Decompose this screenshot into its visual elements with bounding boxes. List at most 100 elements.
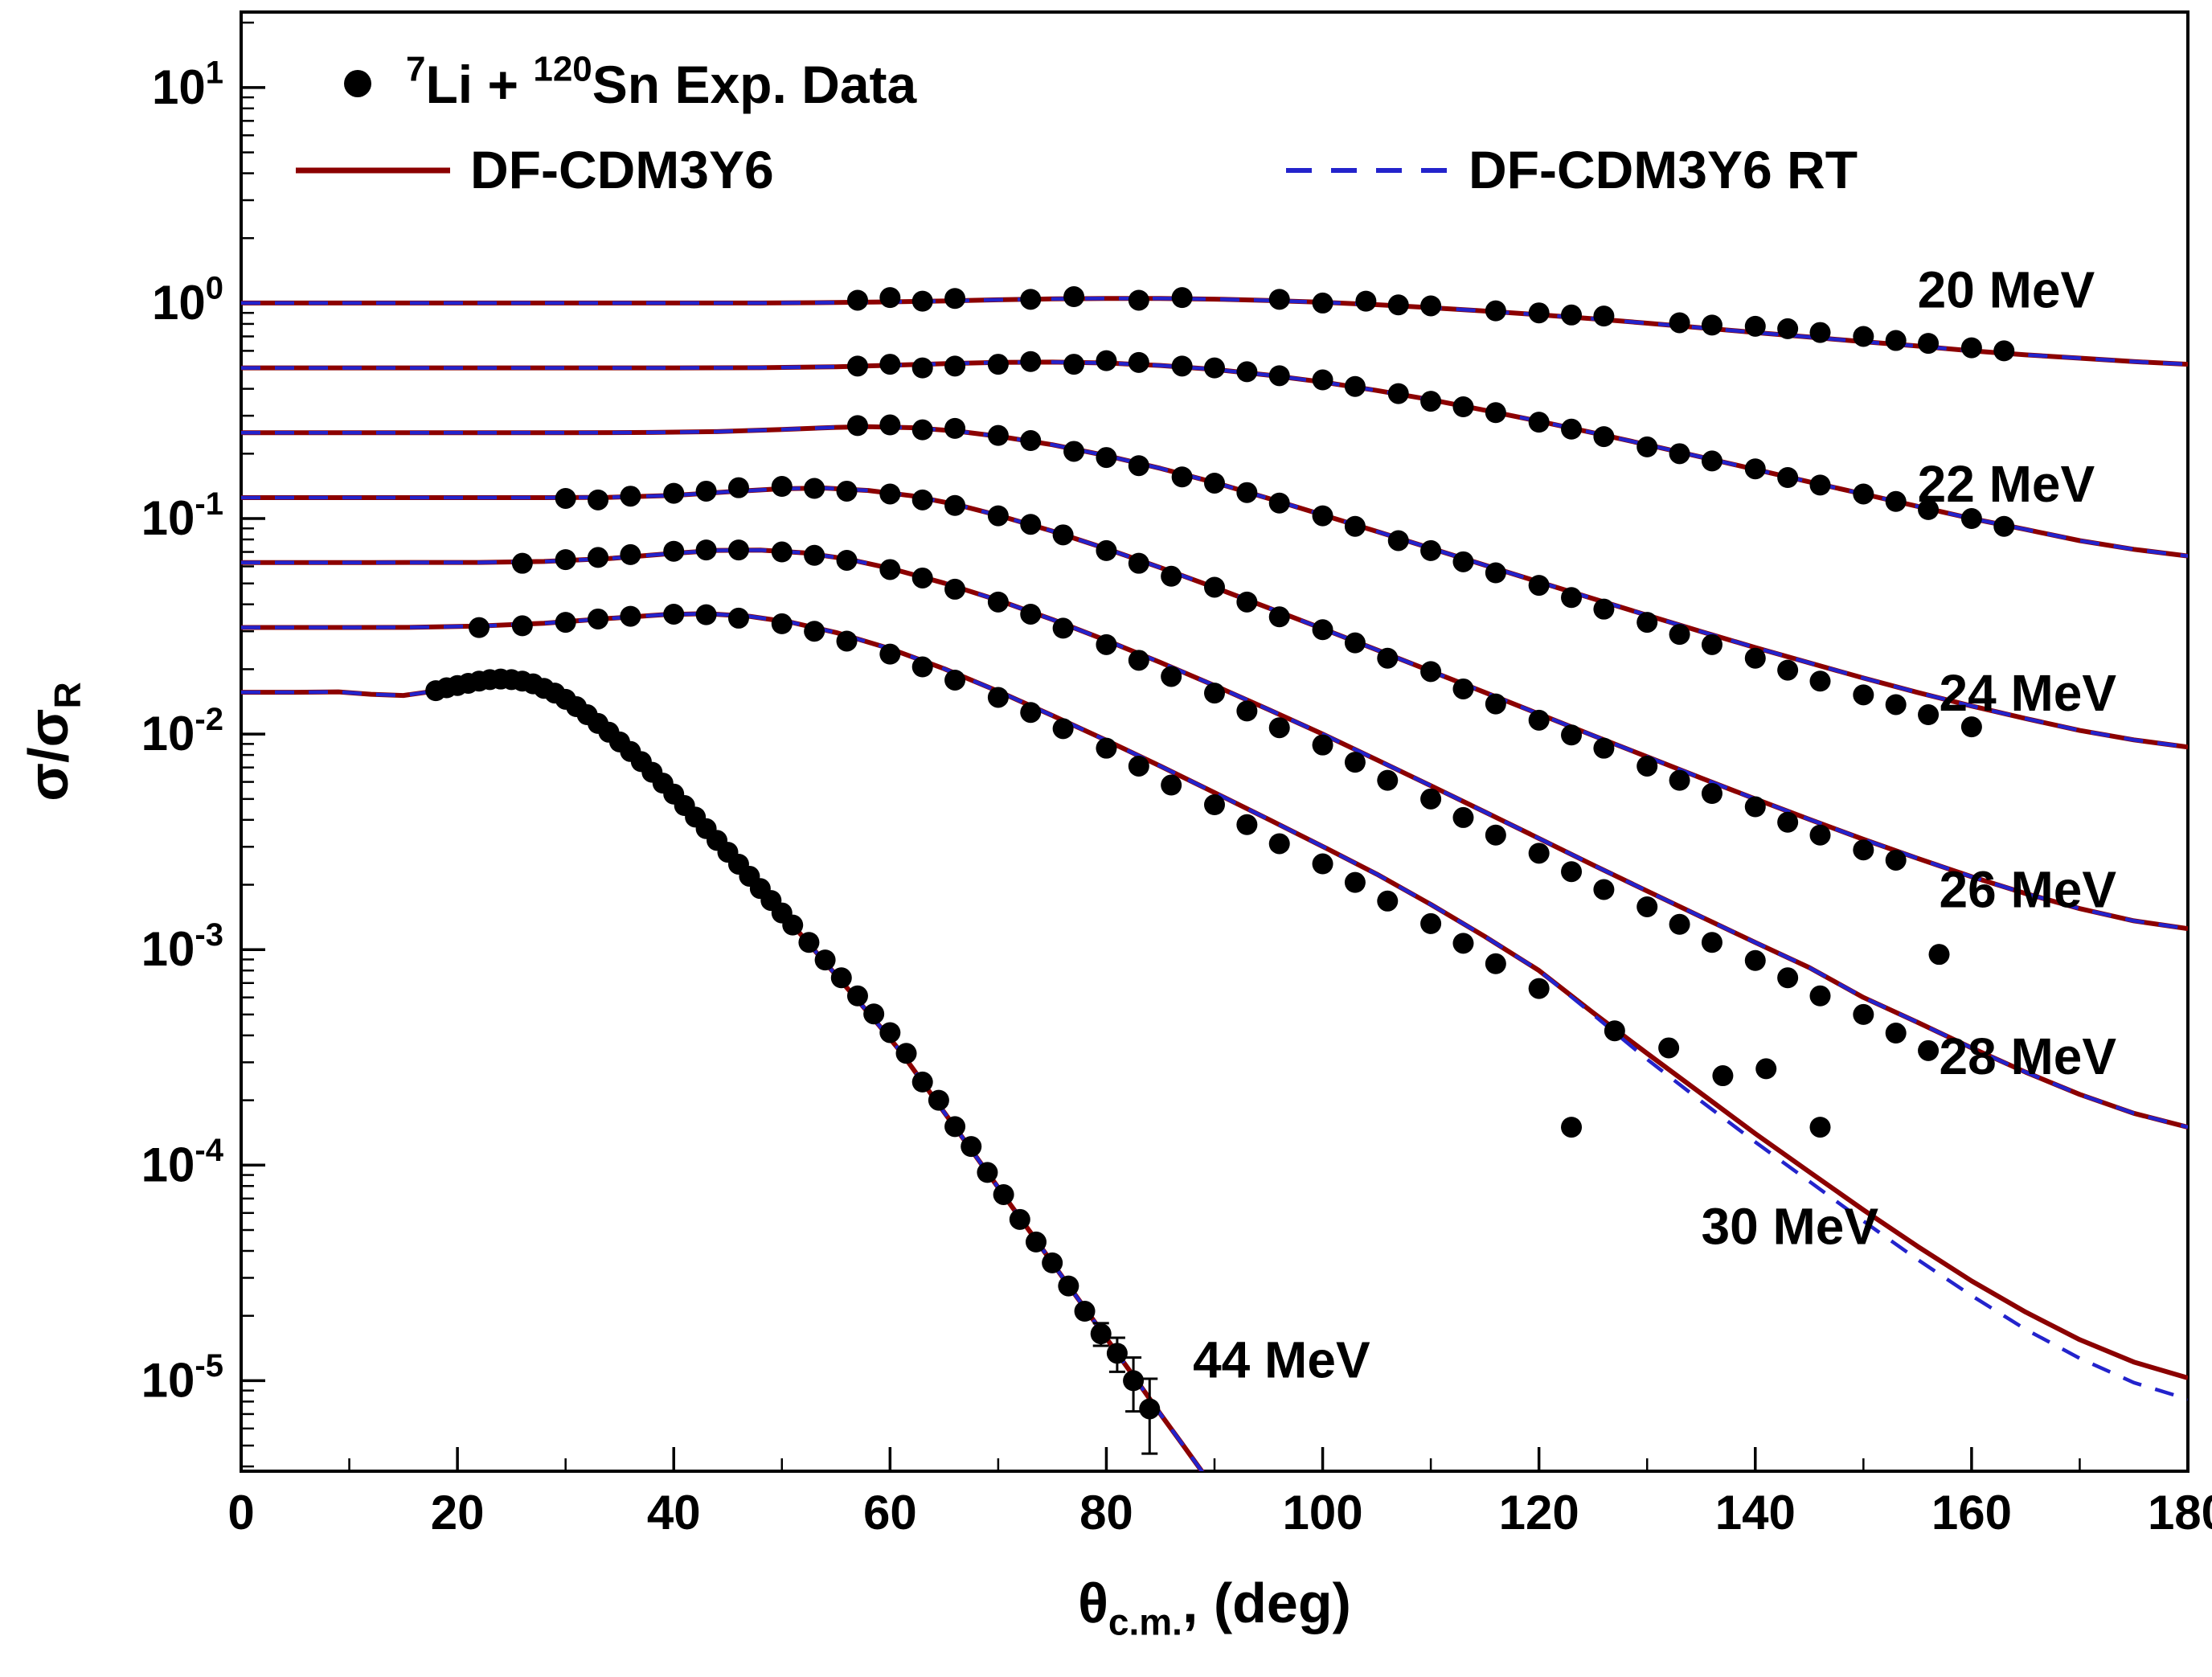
data-point xyxy=(1236,814,1258,835)
data-point xyxy=(1755,1058,1777,1080)
series-label-30MeV: 30 MeV xyxy=(1702,1197,1879,1255)
data-point xyxy=(814,949,836,971)
data-point xyxy=(1020,514,1042,535)
data-point xyxy=(830,967,852,989)
data-point xyxy=(1636,896,1658,917)
data-point xyxy=(1171,287,1193,309)
data-point xyxy=(911,290,933,312)
data-point xyxy=(1128,650,1149,671)
data-point xyxy=(1604,1020,1625,1042)
data-point xyxy=(1204,357,1225,379)
data-point xyxy=(1701,314,1722,336)
data-point xyxy=(1236,482,1258,503)
series-label-26MeV: 26 MeV xyxy=(1940,860,2117,918)
series-label-24MeV: 24 MeV xyxy=(1940,664,2117,722)
data-point xyxy=(1312,505,1333,527)
data-point xyxy=(1669,624,1690,646)
data-point xyxy=(511,552,533,574)
data-point xyxy=(1096,633,1117,655)
data-point xyxy=(1485,402,1506,424)
data-point xyxy=(1744,315,1766,337)
data-point xyxy=(1090,1323,1112,1345)
data-point xyxy=(804,544,825,566)
data-point xyxy=(1701,932,1722,953)
data-point xyxy=(1809,985,1831,1007)
data-point xyxy=(1853,684,1874,706)
data-point xyxy=(1744,458,1766,480)
data-point xyxy=(993,1183,1014,1205)
data-point xyxy=(987,354,1009,375)
data-point xyxy=(695,480,717,502)
data-point xyxy=(1485,562,1506,584)
data-point xyxy=(1853,839,1874,861)
series-label-28MeV: 28 MeV xyxy=(1940,1027,2117,1085)
data-point xyxy=(1809,670,1831,692)
data-point xyxy=(846,985,868,1007)
data-point xyxy=(911,567,933,588)
data-point xyxy=(1885,1023,1907,1044)
data-point xyxy=(1420,788,1442,810)
data-point xyxy=(1485,300,1506,322)
data-point xyxy=(1128,755,1149,777)
data-point xyxy=(1561,587,1583,609)
data-point xyxy=(1268,717,1290,739)
data-point xyxy=(1993,515,2015,537)
data-point xyxy=(771,613,793,634)
data-point xyxy=(1885,490,1907,512)
x-tick-label: 120 xyxy=(1499,1486,1579,1540)
data-point xyxy=(1452,396,1474,418)
data-point xyxy=(1636,755,1658,777)
y-axis-title: σ/σR xyxy=(17,682,88,801)
x-tick-label: 100 xyxy=(1283,1486,1363,1540)
data-point xyxy=(1063,354,1085,375)
data-point xyxy=(1020,351,1042,372)
data-point xyxy=(695,604,717,625)
data-point xyxy=(1312,292,1333,314)
data-point xyxy=(1387,530,1409,551)
data-point xyxy=(1106,1343,1128,1364)
data-point xyxy=(1344,632,1366,654)
data-point xyxy=(1096,539,1117,561)
data-point xyxy=(1485,693,1506,715)
data-point xyxy=(1485,824,1506,846)
y-tick-label: 100 xyxy=(152,271,223,330)
x-tick-label: 20 xyxy=(431,1486,485,1540)
data-point xyxy=(1420,539,1442,561)
x-tick-label: 160 xyxy=(1931,1486,2012,1540)
data-point xyxy=(1918,333,1940,355)
data-point xyxy=(1528,843,1550,864)
data-point xyxy=(944,578,966,600)
data-point xyxy=(1268,606,1290,628)
data-point xyxy=(1312,734,1333,756)
data-point xyxy=(879,483,901,505)
curve-dashed-28MeV xyxy=(241,547,2188,1130)
data-point xyxy=(1042,1252,1063,1273)
x-tick-label: 80 xyxy=(1079,1486,1133,1540)
data-point xyxy=(1744,647,1766,669)
data-point xyxy=(1561,304,1583,326)
data-point xyxy=(895,1043,917,1064)
data-point xyxy=(928,1089,949,1111)
data-point xyxy=(944,288,966,310)
data-point xyxy=(1452,806,1474,828)
data-point xyxy=(469,617,490,638)
data-point xyxy=(1636,436,1658,457)
data-point xyxy=(1025,1231,1047,1253)
data-point xyxy=(1918,704,1940,726)
data-point xyxy=(1777,967,1799,989)
data-point xyxy=(1344,752,1366,773)
data-point xyxy=(620,543,641,565)
data-point xyxy=(1052,524,1074,546)
data-point xyxy=(1355,290,1377,312)
legend-dashed-label: DF-CDM3Y6 RT xyxy=(1469,140,1858,199)
x-axis-title: θc.m., (deg) xyxy=(1078,1572,1351,1642)
data-point xyxy=(1123,1370,1145,1392)
data-point xyxy=(911,489,933,510)
data-point xyxy=(879,414,901,436)
data-point xyxy=(1993,340,2015,362)
data-point xyxy=(944,417,966,439)
data-point xyxy=(1528,978,1550,999)
data-point xyxy=(1701,633,1722,655)
data-point xyxy=(1204,576,1225,598)
x-tick-label: 40 xyxy=(647,1486,701,1540)
